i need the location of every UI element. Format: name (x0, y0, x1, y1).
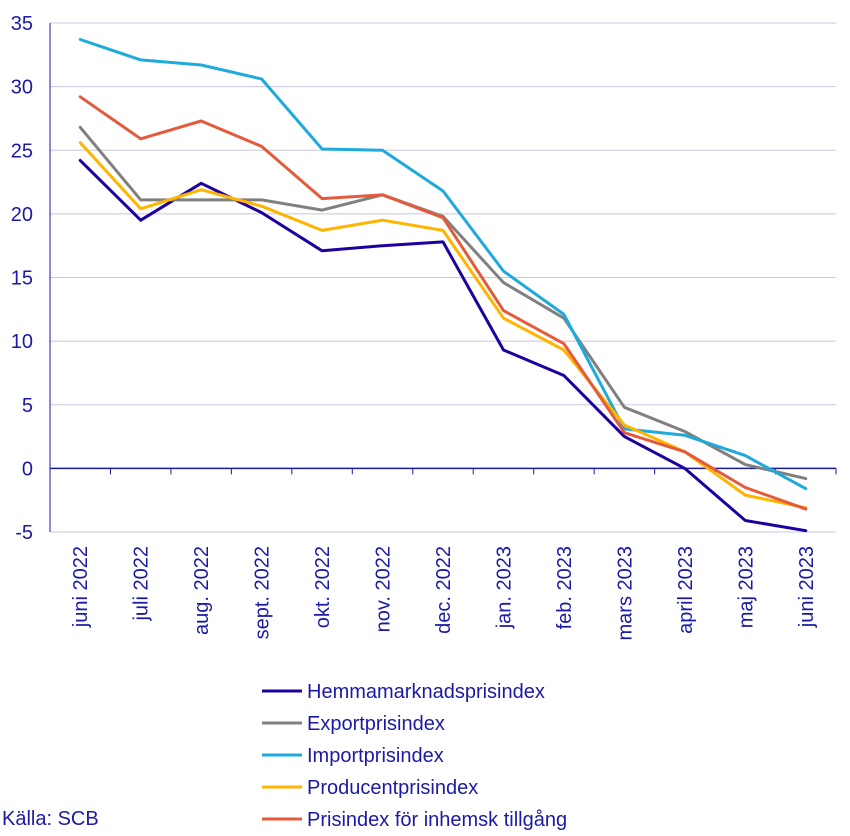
legend-label: Producentprisindex (307, 777, 478, 799)
y-tick-label: 25 (11, 140, 33, 162)
series-line (78, 141, 808, 510)
x-tick-label: juni 2023 (796, 546, 818, 628)
y-tick-label: 15 (11, 268, 33, 290)
legend-label: Prisindex för inhemsk tillgång (307, 809, 567, 831)
x-tick-label: mars 2023 (614, 546, 636, 641)
x-tick-label: okt. 2022 (312, 546, 334, 628)
legend-label: Exportprisindex (307, 713, 445, 735)
legend: Hemmamarknadsprisindex Exportprisindex Imp… (262, 681, 567, 831)
series-line (78, 38, 808, 491)
y-tick-label: 35 (11, 13, 33, 35)
y-tick-label: 5 (22, 395, 33, 417)
y-tick-label: 30 (11, 77, 33, 99)
y-tick-label: -5 (15, 522, 33, 544)
x-axis: juni 2022 juli 2022 aug. 2022 sept. 2022 okt… (49, 467, 837, 641)
x-tick-label: feb. 2023 (554, 546, 576, 629)
legend-label: Importprisindex (307, 745, 444, 767)
gridlines (49, 22, 836, 533)
legend-label: Hemmamarknadsprisindex (307, 681, 545, 703)
y-axis-ticks: -5 0 5 10 15 20 25 30 35 (11, 13, 33, 544)
x-tick-label: sept. 2022 (252, 546, 274, 639)
series-line (78, 125, 808, 481)
x-tick-label: maj 2023 (735, 546, 757, 628)
x-tick-label: april 2023 (675, 546, 697, 634)
y-tick-label: 0 (22, 458, 33, 480)
x-tick-label: juni 2022 (70, 546, 92, 628)
y-tick-label: 10 (11, 331, 33, 353)
source-note: Källa: SCB (2, 808, 99, 830)
x-tick-label: juli 2022 (131, 546, 153, 622)
x-tick-label: aug. 2022 (191, 546, 213, 635)
series-line (78, 95, 808, 511)
series-line (78, 158, 808, 533)
x-tick-label: nov. 2022 (373, 546, 395, 632)
x-tick-label: jan. 2023 (493, 546, 515, 629)
series-lines (78, 38, 808, 533)
y-tick-label: 20 (11, 204, 33, 226)
x-tick-label: dec. 2022 (433, 546, 455, 634)
